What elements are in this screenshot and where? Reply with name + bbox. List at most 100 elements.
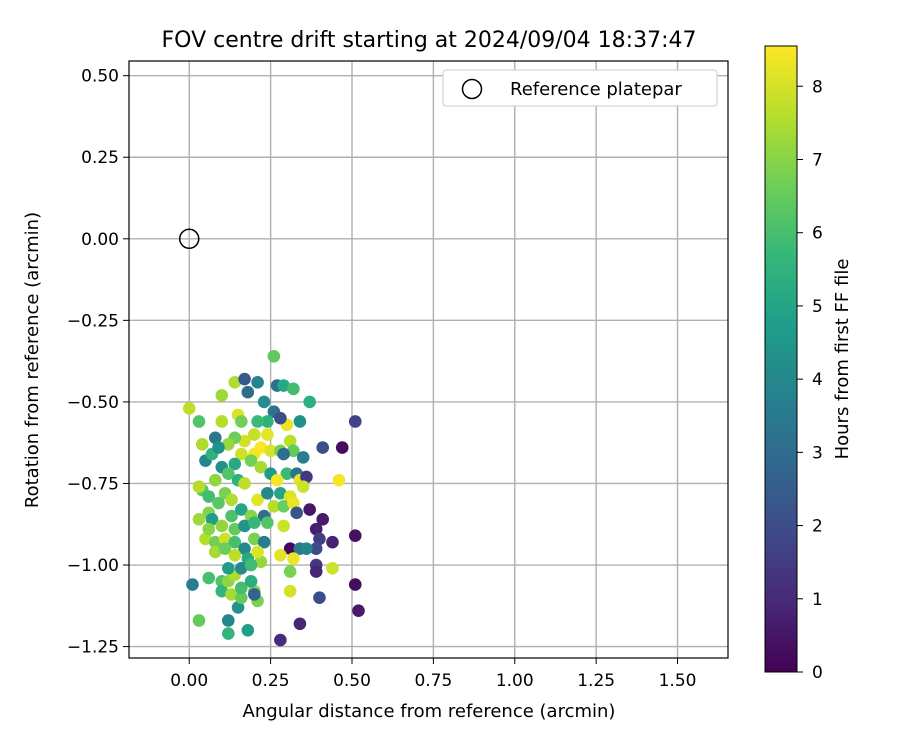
scatter-point	[348, 578, 362, 591]
y-axis-label: Rotation from reference (arcmin)	[22, 212, 43, 508]
scatter-point	[313, 532, 326, 546]
scatter-point	[251, 545, 264, 559]
y-tick-label: −0.50	[67, 393, 119, 413]
x-axis-ticks: 0.00 0.25 0.50 0.75 1.00 1.25 1.50	[170, 658, 696, 691]
scatter-point	[192, 513, 206, 526]
colorbar-tick-label: 8	[812, 77, 823, 97]
scatter-point	[208, 431, 222, 445]
scatter-point	[244, 454, 258, 467]
scatter-point	[280, 467, 294, 480]
scatter-point	[215, 584, 229, 598]
scatter-point	[235, 561, 248, 575]
scatter-point	[283, 434, 297, 448]
scatter-point	[221, 561, 235, 575]
scatter-point	[309, 522, 323, 536]
scatter-point	[313, 591, 326, 604]
scatter-point	[287, 496, 300, 510]
scatter-point	[267, 500, 281, 513]
scatter-point	[283, 584, 297, 598]
scatter-point	[244, 558, 258, 572]
scatter-point	[254, 555, 268, 569]
scatter-point	[235, 503, 248, 516]
scatter-point	[309, 565, 323, 578]
scatter-point	[248, 532, 261, 546]
y-tick-label: 0.50	[81, 67, 119, 87]
reference-point	[178, 228, 200, 250]
scatter-point	[270, 473, 284, 487]
x-tick-label: 0.75	[414, 671, 452, 691]
scatter-point	[241, 385, 255, 399]
scatter-point	[335, 441, 349, 454]
colorbar-tick-label: 2	[812, 517, 823, 537]
scatter-point	[225, 509, 238, 523]
scatter-point	[348, 529, 362, 542]
scatter-point	[274, 548, 287, 562]
scatter-point	[225, 493, 238, 507]
scatter-point	[241, 623, 255, 637]
scatter-point	[235, 591, 248, 604]
y-tick-label: −0.25	[67, 311, 119, 331]
scatter-point	[215, 415, 229, 428]
colorbar-tick-label: 0	[812, 663, 823, 683]
colorbar-label: Hours from first FF file	[832, 259, 853, 460]
scatter-point	[274, 411, 287, 425]
scatter-point	[348, 415, 362, 428]
x-tick-label: 1.00	[496, 671, 534, 691]
scatter-point	[254, 460, 268, 474]
scatter-point	[208, 535, 222, 549]
scatter-point	[264, 444, 277, 458]
scatter-point	[208, 545, 222, 559]
x-tick-label: 1.50	[659, 671, 697, 691]
scatter-point	[195, 438, 209, 451]
y-tick-label: 0.00	[81, 230, 119, 250]
scatter-point	[251, 376, 264, 389]
scatter-point	[192, 480, 206, 494]
scatter-point	[235, 415, 248, 428]
scatter-point	[261, 428, 274, 441]
scatter-point	[225, 588, 238, 601]
colorbar-tick-label: 1	[812, 590, 823, 610]
scatter-point	[300, 470, 313, 484]
scatter-point	[215, 389, 229, 402]
scatter-point	[238, 477, 251, 490]
scatter-point	[202, 522, 216, 536]
x-axis-label: Angular distance from reference (arcmin)	[243, 701, 616, 722]
scatter-point	[215, 519, 229, 533]
scatter-point	[235, 581, 248, 595]
scatter-point	[309, 542, 323, 556]
x-tick-label: 1.25	[577, 671, 615, 691]
scatter-point	[192, 614, 206, 627]
scatter-point	[287, 382, 300, 396]
scatter-point	[221, 438, 235, 451]
scatter-point	[287, 552, 300, 565]
scatter-point	[205, 513, 219, 526]
scatter-point	[316, 513, 329, 526]
colorbar: 0 1 2 3 4 5 6 7 8 Hours from first FF file	[764, 45, 853, 683]
chart-title: FOV centre drift starting at 2024/09/04 …	[162, 28, 697, 53]
y-tick-label: 0.25	[81, 148, 119, 168]
scatter-point	[287, 444, 300, 458]
scatter-point	[221, 614, 235, 627]
scatter-point	[303, 503, 316, 516]
scatter-point	[290, 506, 303, 520]
scatter-point	[303, 395, 316, 409]
grid-lines	[129, 61, 728, 658]
y-tick-label: −1.00	[67, 556, 119, 576]
colorbar-tick-label: 6	[812, 224, 823, 244]
legend-box	[442, 69, 718, 107]
scatter-point	[326, 561, 339, 575]
scatter-point	[202, 571, 216, 585]
data-points	[182, 349, 365, 647]
colorbar-gradient	[764, 45, 798, 673]
scatter-point	[199, 532, 212, 546]
scatter-point	[332, 473, 346, 487]
scatter-point	[186, 578, 199, 591]
reference-marker	[178, 228, 200, 250]
legend-label: Reference platepar	[510, 79, 682, 100]
scatter-point	[277, 379, 290, 392]
scatter-point	[261, 516, 274, 529]
scatter-point	[267, 349, 281, 363]
scatter-point	[251, 415, 264, 428]
colorbar-tick-label: 4	[812, 370, 823, 390]
